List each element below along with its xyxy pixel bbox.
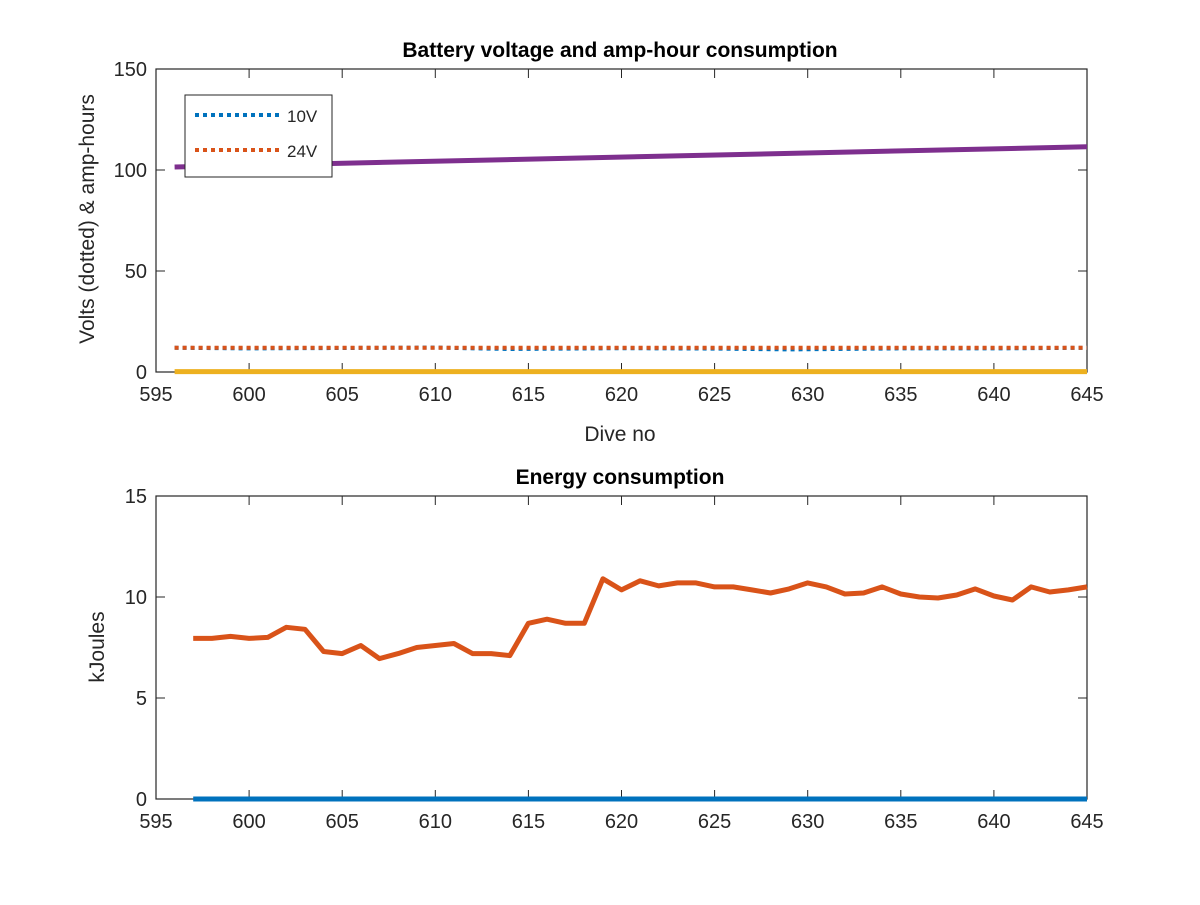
- voltage-x-tick-label: 615: [512, 384, 545, 406]
- energy-x-tick-label: 600: [232, 811, 265, 833]
- voltage-x-tick-label: 595: [139, 384, 172, 406]
- voltage-y-tick-label: 50: [125, 261, 147, 283]
- voltage-x-tick-label: 645: [1070, 384, 1103, 406]
- voltage-x-tick-label: 605: [326, 384, 359, 406]
- voltage-x-tick-label: 610: [419, 384, 452, 406]
- voltage-panel: Battery voltage and amp-hour consumption…: [76, 39, 1104, 446]
- voltage-y-tick-label: 0: [136, 362, 147, 384]
- voltage-x-tick-label: 600: [232, 384, 265, 406]
- voltage-y-axis-label: Volts (dotted) & amp-hours: [76, 94, 99, 344]
- energy-x-tick-label: 635: [884, 811, 917, 833]
- energy-x-tick-label: 610: [419, 811, 452, 833]
- energy-x-tick-label: 605: [326, 811, 359, 833]
- voltage-x-axis-label: Dive no: [584, 423, 655, 446]
- voltage-y-tick-label: 100: [114, 160, 147, 182]
- energy-x-tick-label: 630: [791, 811, 824, 833]
- legend-box: [184, 94, 333, 178]
- legend-label-10v: 10V: [287, 107, 318, 126]
- voltage-x-tick-label: 630: [791, 384, 824, 406]
- energy-panel: Energy consumption kJoules 595 600 605 610 6…: [86, 466, 1104, 833]
- energy-x-tick-label: 640: [977, 811, 1010, 833]
- voltage-y-tick-label: 150: [114, 59, 147, 81]
- energy-x-tick-label: 620: [605, 811, 638, 833]
- energy-x-tick-label: 595: [139, 811, 172, 833]
- energy-x-tick-label: 625: [698, 811, 731, 833]
- voltage-chart-title: Battery voltage and amp-hour consumption: [402, 39, 837, 62]
- energy-axes-box: [155, 495, 1088, 800]
- energy-y-tick-label: 15: [125, 486, 147, 508]
- legend-label-24v: 24V: [287, 142, 318, 161]
- voltage-x-tick-label: 635: [884, 384, 917, 406]
- energy-y-tick-label: 10: [125, 587, 147, 609]
- energy-plot-area: 595 600 605 610 615 620 625 630 635 640 645 0 5 10 15: [125, 486, 1104, 833]
- energy-y-tick-label: 0: [136, 789, 147, 811]
- voltage-x-tick-label: 625: [698, 384, 731, 406]
- energy-y-axis-label: kJoules: [86, 611, 109, 682]
- voltage-x-tick-label: 640: [977, 384, 1010, 406]
- energy-x-tick-label: 645: [1070, 811, 1103, 833]
- energy-y-tick-label: 5: [136, 688, 147, 710]
- voltage-x-tick-label: 620: [605, 384, 638, 406]
- energy-chart-title: Energy consumption: [516, 466, 725, 489]
- energy-series-1-line: [193, 576, 1088, 662]
- energy-x-tick-label: 615: [512, 811, 545, 833]
- voltage-legend: 10V 24V: [184, 94, 333, 178]
